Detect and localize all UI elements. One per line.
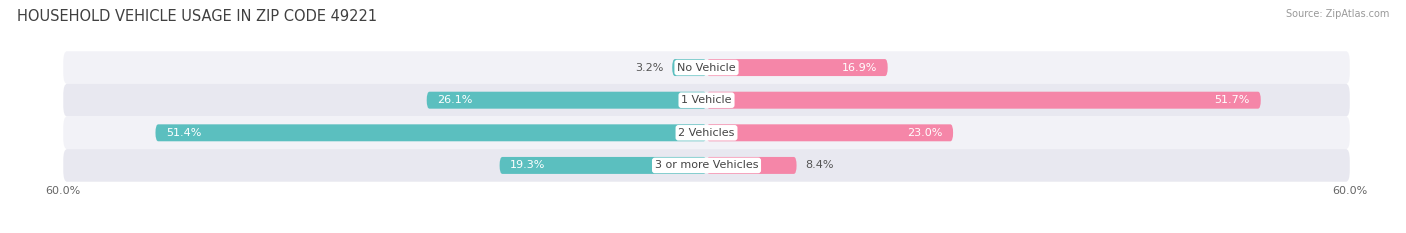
- FancyBboxPatch shape: [426, 92, 707, 109]
- FancyBboxPatch shape: [63, 116, 1350, 149]
- Text: 51.7%: 51.7%: [1215, 95, 1250, 105]
- Text: 3.2%: 3.2%: [636, 63, 664, 72]
- Text: 26.1%: 26.1%: [437, 95, 472, 105]
- FancyBboxPatch shape: [672, 59, 707, 76]
- FancyBboxPatch shape: [63, 51, 1350, 84]
- Text: 19.3%: 19.3%: [510, 161, 546, 170]
- Text: No Vehicle: No Vehicle: [678, 63, 735, 72]
- FancyBboxPatch shape: [63, 149, 1350, 182]
- FancyBboxPatch shape: [707, 59, 887, 76]
- Text: 51.4%: 51.4%: [166, 128, 201, 138]
- Text: 2 Vehicles: 2 Vehicles: [678, 128, 735, 138]
- FancyBboxPatch shape: [707, 124, 953, 141]
- FancyBboxPatch shape: [499, 157, 707, 174]
- FancyBboxPatch shape: [63, 84, 1350, 116]
- Text: 16.9%: 16.9%: [842, 63, 877, 72]
- Text: 1 Vehicle: 1 Vehicle: [682, 95, 731, 105]
- Text: HOUSEHOLD VEHICLE USAGE IN ZIP CODE 49221: HOUSEHOLD VEHICLE USAGE IN ZIP CODE 4922…: [17, 9, 377, 24]
- FancyBboxPatch shape: [707, 157, 797, 174]
- Text: Source: ZipAtlas.com: Source: ZipAtlas.com: [1285, 9, 1389, 19]
- Text: 3 or more Vehicles: 3 or more Vehicles: [655, 161, 758, 170]
- Text: 8.4%: 8.4%: [806, 161, 834, 170]
- FancyBboxPatch shape: [156, 124, 707, 141]
- Text: 23.0%: 23.0%: [907, 128, 942, 138]
- FancyBboxPatch shape: [707, 92, 1261, 109]
